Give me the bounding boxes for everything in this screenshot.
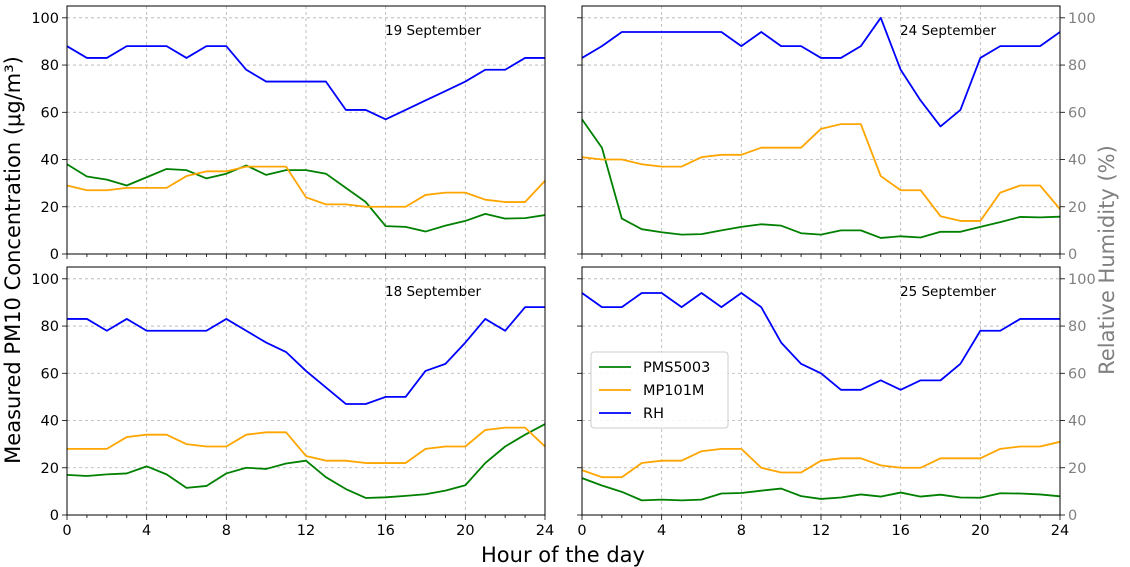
series-line-pms5003 (67, 423, 545, 499)
series-group (582, 16, 1060, 239)
y-tick-label: 60 (41, 366, 59, 382)
series-line-pms5003 (582, 118, 1060, 239)
x-tick-label: 0 (577, 523, 586, 539)
x-tick-label: 0 (62, 523, 71, 539)
y-tick-label: 20 (41, 200, 59, 216)
rh-tick-label: 80 (1068, 319, 1086, 335)
series-group (67, 45, 545, 233)
x-tick-label: 20 (456, 523, 474, 539)
x-tick-label: 24 (1051, 523, 1069, 539)
panel-date-label: 18 September (385, 284, 482, 300)
y-tick-label: 0 (50, 508, 59, 524)
x-tick-label: 4 (657, 523, 666, 539)
x-tick-label: 4 (142, 523, 151, 539)
series-line-pms5003 (67, 163, 545, 233)
x-tick-label: 12 (812, 523, 830, 539)
rh-tick-label: 80 (1068, 58, 1086, 74)
x-tick-label: 16 (891, 523, 909, 539)
series-line-mp101m (582, 440, 1060, 479)
rh-tick-label: 0 (1068, 247, 1077, 263)
panel-date-label: 19 September (385, 23, 482, 39)
rh-tick-label: 0 (1068, 508, 1077, 524)
legend-entry-pms5003: PMS5003 (643, 360, 710, 376)
legend: PMS5003 MP101M RH (590, 351, 729, 429)
y-tick-label: 60 (41, 105, 59, 121)
x-tick-label: 20 (971, 523, 989, 539)
x-tick-label: 8 (222, 523, 231, 539)
series-line-pms5003 (582, 477, 1060, 502)
legend-entry-mp101m: MP101M (643, 383, 704, 399)
rh-tick-label: 60 (1068, 105, 1086, 121)
series-line-mp101m (582, 123, 1060, 222)
x-tick-label: 8 (737, 523, 746, 539)
x-tick-label: 16 (376, 523, 394, 539)
y-tick-label: 100 (31, 11, 59, 27)
series-line-mp101m (67, 165, 545, 208)
left-axis-label: Measured PM10 Concentration (μg/m³) (1, 56, 25, 464)
rh-tick-label: 100 (1068, 272, 1096, 288)
rh-tick-label: 60 (1068, 366, 1086, 382)
rh-tick-label: 20 (1068, 200, 1086, 216)
panel-3: 0 4 8 12 16 20 24 0 20 40 60 80 100 18 September (31, 266, 554, 539)
x-tick-label: 12 (297, 523, 315, 539)
series-line-rh (67, 306, 545, 405)
right-axis-label: Relative Humidity (%) (1095, 145, 1119, 375)
x-axis-label: Hour of the day (481, 543, 645, 567)
y-tick-label: 40 (41, 414, 59, 430)
grid (66, 6, 546, 255)
rh-tick-label: 20 (1068, 461, 1086, 477)
y-tick-label: 40 (41, 153, 59, 169)
series-group (67, 306, 545, 499)
grid (66, 267, 546, 516)
panel-1: 0 20 40 60 80 100 19 September (31, 5, 546, 263)
y-tick-label: 80 (41, 58, 59, 74)
panel-2: 0 20 40 60 80 100 24 September (577, 5, 1096, 263)
panel-date-label: 24 September (900, 23, 997, 39)
y-tick-label: 20 (41, 461, 59, 477)
y-tick-label: 0 (50, 247, 59, 263)
y-tick-label: 100 (31, 272, 59, 288)
rh-tick-label: 100 (1068, 11, 1096, 27)
series-group (582, 292, 1060, 502)
rh-tick-label: 40 (1068, 414, 1086, 430)
legend-box (590, 351, 729, 429)
y-tick-label: 80 (41, 319, 59, 335)
rh-tick-label: 40 (1068, 153, 1086, 169)
series-line-mp101m (67, 426, 545, 464)
series-line-rh (582, 292, 1060, 391)
x-tick-label: 24 (536, 523, 554, 539)
legend-entry-rh: RH (643, 406, 664, 422)
series-line-rh (67, 45, 545, 121)
series-line-rh (582, 16, 1060, 128)
panel-date-label: 25 September (900, 284, 997, 300)
